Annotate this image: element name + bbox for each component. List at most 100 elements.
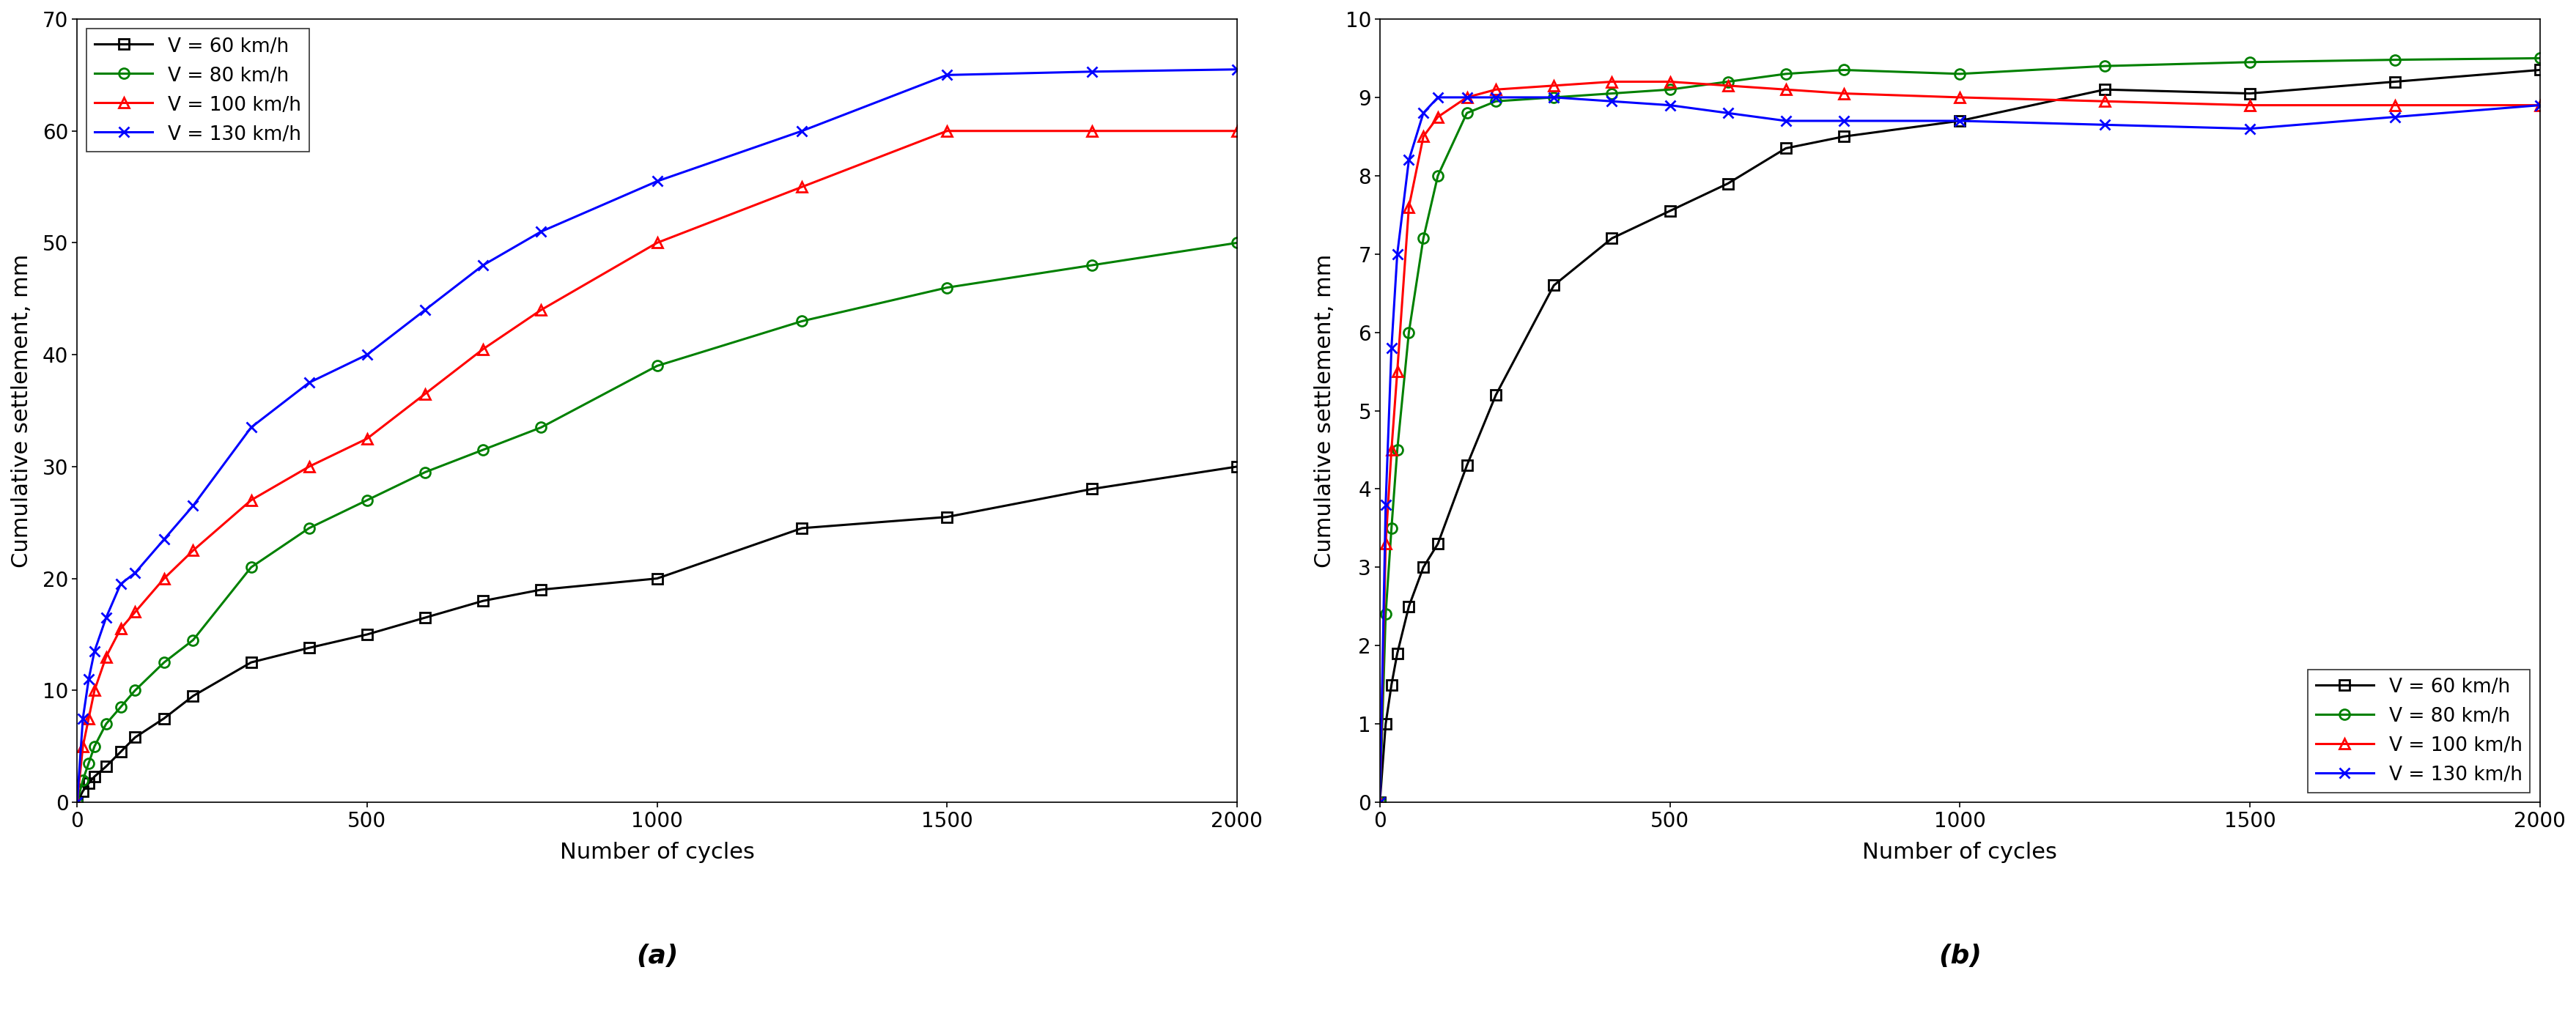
V = 100 km/h	[786, 181, 817, 193]
V = 60 km/h	[1945, 115, 1976, 127]
V = 130 km/h	[118, 567, 149, 580]
V = 80 km/h	[1422, 169, 1453, 182]
V = 100 km/h	[2233, 99, 2264, 112]
V = 130 km/h	[149, 533, 180, 545]
V = 80 km/h	[118, 684, 149, 696]
V = 80 km/h	[466, 443, 497, 456]
V = 100 km/h	[350, 433, 381, 445]
Line: V = 130 km/h: V = 130 km/h	[72, 64, 1242, 808]
V = 60 km/h	[1406, 561, 1437, 573]
V = 60 km/h	[1221, 461, 1252, 473]
V = 100 km/h	[2378, 99, 2409, 112]
V = 60 km/h	[1370, 718, 1401, 730]
V = 130 km/h	[1394, 154, 1425, 166]
V = 130 km/h	[1654, 99, 1685, 112]
V = 80 km/h	[2089, 60, 2120, 72]
Y-axis label: Cumulative settlement, mm: Cumulative settlement, mm	[10, 254, 33, 567]
V = 80 km/h	[62, 796, 93, 809]
V = 100 km/h	[1077, 125, 1108, 137]
V = 60 km/h	[2378, 75, 2409, 88]
Line: V = 80 km/h: V = 80 km/h	[1376, 53, 2545, 808]
V = 130 km/h	[1597, 95, 1628, 107]
V = 60 km/h	[2233, 87, 2264, 99]
V = 60 km/h	[2089, 84, 2120, 96]
V = 60 km/h	[1422, 537, 1453, 550]
V = 130 km/h	[90, 612, 121, 624]
V = 80 km/h	[641, 359, 672, 372]
V = 130 km/h	[80, 645, 111, 657]
V = 80 km/h	[410, 466, 440, 478]
V = 100 km/h	[149, 572, 180, 585]
V = 100 km/h	[641, 237, 672, 249]
V = 130 km/h	[1370, 499, 1401, 511]
V = 80 km/h	[786, 315, 817, 327]
V = 130 km/h	[1381, 248, 1412, 260]
V = 130 km/h	[1713, 106, 1744, 119]
V = 130 km/h	[526, 225, 556, 238]
V = 60 km/h	[410, 612, 440, 624]
V = 100 km/h	[1370, 537, 1401, 550]
V = 100 km/h	[234, 494, 265, 506]
V = 60 km/h	[1450, 460, 1481, 472]
V = 80 km/h	[80, 740, 111, 752]
V = 100 km/h	[1376, 443, 1406, 456]
V = 130 km/h	[2378, 111, 2409, 123]
V = 130 km/h	[1406, 106, 1437, 119]
X-axis label: Number of cycles: Number of cycles	[1862, 842, 2056, 863]
V = 100 km/h	[178, 544, 209, 557]
V = 60 km/h	[933, 510, 963, 523]
Text: (b): (b)	[1937, 943, 1981, 968]
V = 60 km/h	[1376, 679, 1406, 691]
V = 80 km/h	[1406, 232, 1437, 245]
V = 130 km/h	[2233, 123, 2264, 135]
V = 80 km/h	[178, 634, 209, 647]
V = 60 km/h	[1713, 178, 1744, 190]
Line: V = 100 km/h: V = 100 km/h	[72, 126, 1242, 808]
V = 130 km/h	[466, 259, 497, 272]
V = 100 km/h	[1713, 80, 1744, 92]
V = 100 km/h	[466, 343, 497, 355]
V = 80 km/h	[1077, 259, 1108, 272]
V = 100 km/h	[1406, 130, 1437, 143]
V = 60 km/h	[106, 746, 137, 758]
V = 60 km/h	[786, 522, 817, 534]
V = 60 km/h	[641, 572, 672, 585]
V = 80 km/h	[1381, 443, 1412, 456]
V = 130 km/h	[294, 376, 325, 388]
V = 100 km/h	[1381, 366, 1412, 378]
V = 80 km/h	[72, 757, 103, 770]
V = 80 km/h	[1829, 64, 1860, 76]
Legend: V = 60 km/h, V = 80 km/h, V = 100 km/h, V = 130 km/h: V = 60 km/h, V = 80 km/h, V = 100 km/h, …	[2308, 669, 2530, 792]
V = 80 km/h	[1945, 68, 1976, 81]
V = 100 km/h	[118, 606, 149, 619]
V = 100 km/h	[72, 712, 103, 724]
V = 80 km/h	[90, 718, 121, 730]
V = 60 km/h	[80, 771, 111, 783]
Y-axis label: Cumulative settlement, mm: Cumulative settlement, mm	[1314, 254, 1334, 567]
V = 80 km/h	[1770, 68, 1801, 81]
V = 100 km/h	[1829, 87, 1860, 99]
V = 80 km/h	[526, 421, 556, 434]
V = 100 km/h	[80, 684, 111, 696]
V = 130 km/h	[1365, 796, 1396, 809]
V = 60 km/h	[67, 785, 98, 797]
V = 60 km/h	[1538, 279, 1569, 291]
V = 80 km/h	[67, 774, 98, 786]
V = 130 km/h	[410, 304, 440, 316]
V = 130 km/h	[786, 125, 817, 137]
V = 100 km/h	[933, 125, 963, 137]
V = 60 km/h	[350, 628, 381, 640]
V = 60 km/h	[62, 796, 93, 809]
V = 80 km/h	[2378, 54, 2409, 66]
V = 60 km/h	[1597, 232, 1628, 245]
V = 80 km/h	[1370, 608, 1401, 621]
Text: (a): (a)	[636, 943, 677, 968]
Line: V = 60 km/h: V = 60 km/h	[1376, 65, 2545, 808]
V = 130 km/h	[1829, 115, 1860, 127]
V = 60 km/h	[118, 731, 149, 744]
V = 80 km/h	[1538, 91, 1569, 103]
V = 60 km/h	[72, 777, 103, 789]
V = 60 km/h	[294, 641, 325, 654]
V = 100 km/h	[1538, 80, 1569, 92]
V = 100 km/h	[1450, 91, 1481, 103]
